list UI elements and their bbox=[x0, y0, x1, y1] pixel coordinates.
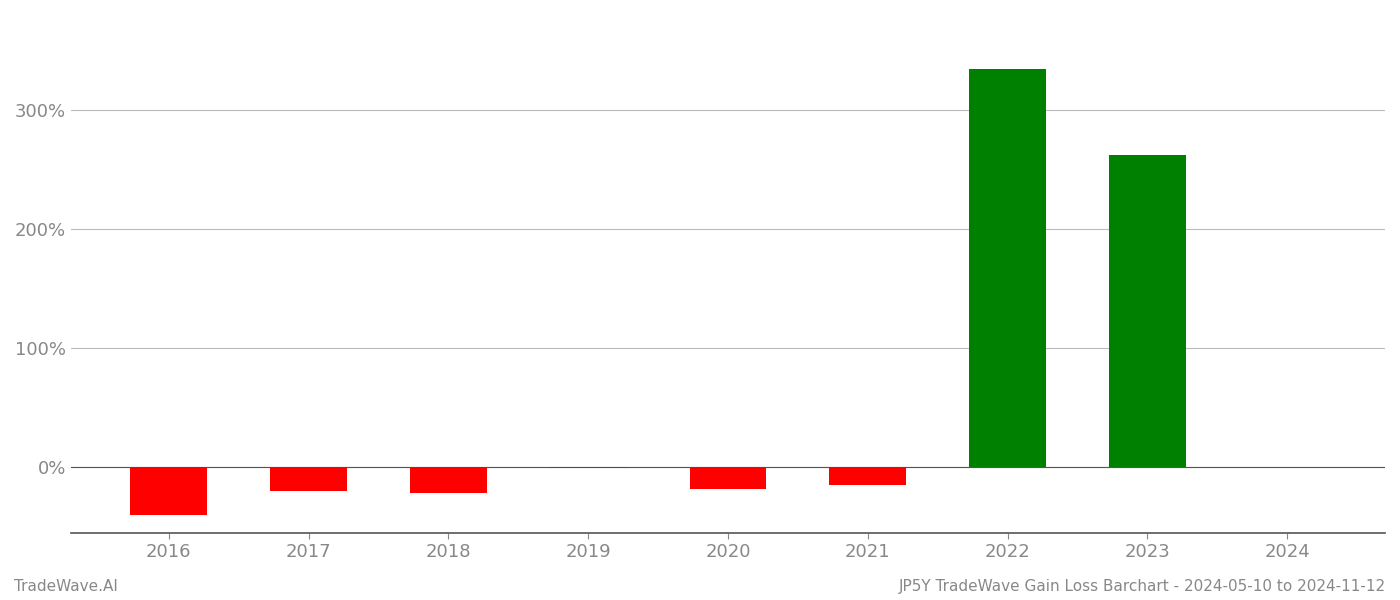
Bar bbox=[829, 467, 906, 485]
Bar bbox=[550, 467, 627, 469]
Text: JP5Y TradeWave Gain Loss Barchart - 2024-05-10 to 2024-11-12: JP5Y TradeWave Gain Loss Barchart - 2024… bbox=[899, 579, 1386, 594]
Bar bbox=[1109, 155, 1186, 467]
Text: TradeWave.AI: TradeWave.AI bbox=[14, 579, 118, 594]
Bar bbox=[690, 467, 766, 488]
Bar bbox=[270, 467, 347, 491]
Bar bbox=[410, 467, 487, 493]
Bar bbox=[130, 467, 207, 515]
Bar bbox=[969, 68, 1046, 467]
